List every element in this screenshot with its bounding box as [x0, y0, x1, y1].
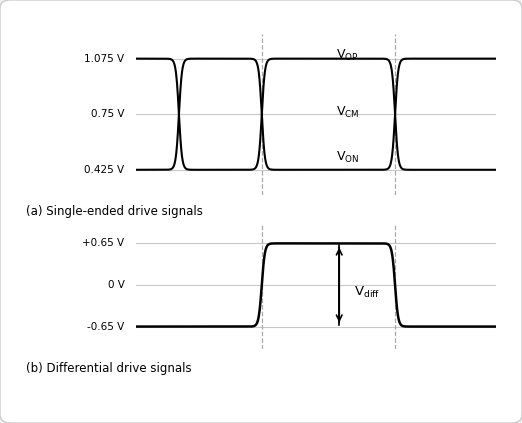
- Text: 0.425 V: 0.425 V: [85, 165, 125, 175]
- Text: +0.65 V: +0.65 V: [82, 239, 125, 248]
- Text: 1.075 V: 1.075 V: [85, 54, 125, 63]
- Text: V$_{\mathregular{OP}}$: V$_{\mathregular{OP}}$: [336, 48, 358, 63]
- Text: -0.65 V: -0.65 V: [87, 321, 125, 332]
- Text: 0 V: 0 V: [108, 280, 125, 290]
- Text: 0.75 V: 0.75 V: [91, 109, 125, 119]
- Text: (a) Single-ended drive signals: (a) Single-ended drive signals: [26, 205, 203, 218]
- Text: V$_{\mathregular{CM}}$: V$_{\mathregular{CM}}$: [336, 105, 359, 120]
- Text: V$_{\mathregular{ON}}$: V$_{\mathregular{ON}}$: [336, 150, 359, 165]
- Text: V$_{\mathregular{diff}}$: V$_{\mathregular{diff}}$: [353, 285, 380, 300]
- Text: (b) Differential drive signals: (b) Differential drive signals: [26, 362, 192, 375]
